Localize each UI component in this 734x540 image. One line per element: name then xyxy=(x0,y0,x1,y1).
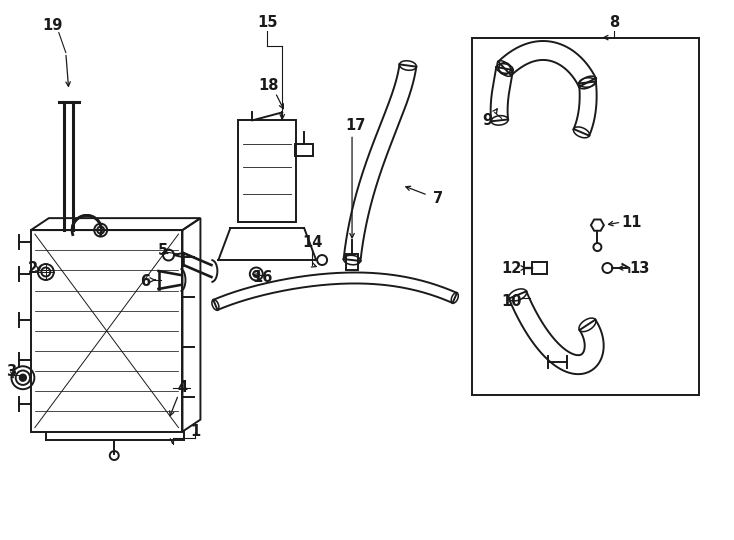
Text: 6: 6 xyxy=(140,274,150,289)
Text: 12: 12 xyxy=(501,260,522,275)
Text: 18: 18 xyxy=(258,78,278,93)
Text: 13: 13 xyxy=(629,260,650,275)
Text: 11: 11 xyxy=(621,214,642,230)
Bar xyxy=(472,38,700,395)
Bar xyxy=(346,254,358,270)
Text: 8: 8 xyxy=(609,15,619,30)
Text: 15: 15 xyxy=(257,15,277,30)
Text: 19: 19 xyxy=(43,18,63,33)
Bar xyxy=(295,144,313,156)
Bar xyxy=(531,262,547,274)
Circle shape xyxy=(20,375,26,381)
Text: 17: 17 xyxy=(345,118,366,133)
Text: 4: 4 xyxy=(178,380,188,395)
Text: 1: 1 xyxy=(190,424,200,439)
Text: 14: 14 xyxy=(302,234,322,249)
Text: 3: 3 xyxy=(6,364,16,379)
Text: 7: 7 xyxy=(433,191,443,206)
Text: 5: 5 xyxy=(157,242,167,258)
Text: 10: 10 xyxy=(501,294,522,309)
Text: 9: 9 xyxy=(483,113,493,128)
Bar xyxy=(239,120,297,222)
Text: 16: 16 xyxy=(252,271,272,286)
Text: 2: 2 xyxy=(28,260,38,275)
